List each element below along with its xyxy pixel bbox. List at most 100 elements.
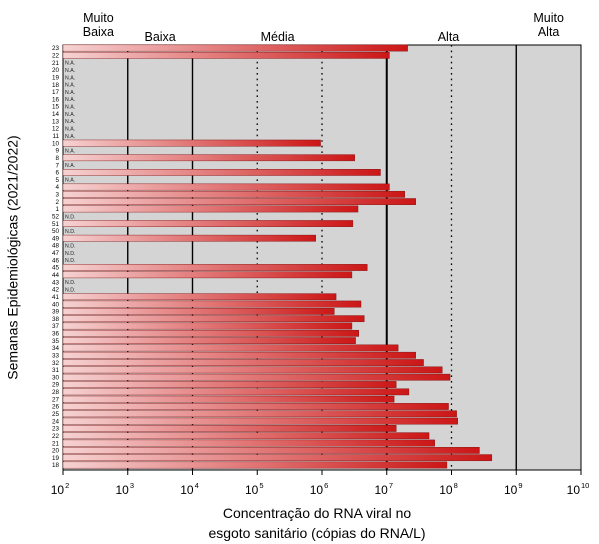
week-label-3: 20 [52,67,60,74]
x-axis-ticks: 102 103 104 105 106 107 108 109 1010 [51,470,589,497]
week-label-44: 31 [52,367,60,374]
bar-week-1-22 [62,205,359,213]
risk-level-label-3-line-0: Alta [438,30,460,44]
missing-marker-6: N.A. [65,90,75,96]
missing-marker-11: N.A. [65,126,75,132]
week-label-29: 46 [52,257,60,264]
week-label-1: 22 [52,53,60,60]
week-label-56: 19 [52,455,60,462]
week-label-52: 23 [52,426,60,433]
x-axis-label-line-1: Concentração do RNA viral no [223,505,412,521]
week-label-13: 10 [52,140,60,147]
week-label-17: 6 [55,170,59,177]
week-label-20: 3 [55,192,59,199]
week-label-25: 50 [52,228,60,235]
week-label-16: 7 [55,162,59,169]
missing-marker-18: N.A. [65,178,75,184]
x-tick-exponent-0: 2 [65,481,69,490]
week-label-47: 28 [52,389,60,396]
bars-group: N.A.N.A.N.A.N.A.N.A.N.A.N.A.N.A.N.A.N.A.… [62,44,493,469]
week-label-12: 11 [52,133,59,140]
week-label-49: 26 [52,404,60,411]
x-axis-label-line-2: esgoto sanitário (cópias do RNA/L) [208,525,425,541]
bar-week-8-15 [62,154,355,162]
week-label-38: 37 [52,323,60,330]
bar-week-51-24 [62,220,354,227]
week-label-53: 22 [52,433,60,440]
bar-week-22-1 [62,51,390,59]
week-label-15: 8 [55,155,59,162]
missing-marker-14: N.A. [65,148,75,154]
bar-week-18-57 [62,461,448,469]
week-label-30: 45 [52,265,60,272]
bar-week-41-34 [62,293,337,301]
risk-level-label-0-line-1: Baixa [83,25,114,39]
week-label-36: 39 [52,309,60,316]
bar-week-2-21 [62,198,416,205]
bar-week-30-45 [62,373,451,381]
risk-level-label-1-line-0: Baixa [144,30,175,44]
week-label-6: 17 [52,89,60,96]
week-label-24: 51 [52,221,60,228]
week-label-54: 21 [52,440,60,447]
bar-week-28-47 [62,388,410,396]
week-labels: 2322212019181716151413121110987654321525… [52,45,60,469]
x-tick-label-0: 102 [51,481,70,497]
x-tick-exponent-8: 10 [581,481,589,490]
week-label-28: 47 [52,250,60,257]
bar-week-21-54 [62,439,435,447]
bar-week-23-0 [62,44,408,52]
week-label-27: 48 [52,243,60,250]
bar-week-38-37 [62,315,365,323]
week-label-37: 38 [52,316,60,323]
bar-week-33-42 [62,351,416,359]
week-label-33: 42 [52,287,60,294]
week-label-31: 44 [52,272,60,279]
bar-week-37-38 [62,322,353,330]
risk-level-label-4-line-0: Muito [533,11,564,25]
week-label-39: 36 [52,331,60,338]
bar-week-29-46 [62,381,397,388]
missing-marker-33: N.D. [65,287,75,293]
missing-marker-5: N.A. [65,83,75,89]
week-label-51: 24 [52,418,60,425]
x-tick-label-3: 105 [245,481,264,497]
x-tick-label-5: 107 [374,481,393,497]
missing-marker-27: N.D. [65,244,75,250]
missing-marker-9: N.A. [65,112,75,118]
bar-week-36-39 [62,329,359,337]
week-label-5: 18 [52,82,60,89]
missing-marker-25: N.D. [65,229,75,235]
bar-week-49-26 [62,234,316,242]
missing-marker-29: N.D. [65,258,75,264]
week-label-26: 49 [52,235,60,242]
week-label-9: 14 [52,111,60,118]
week-label-4: 19 [52,74,60,81]
bar-week-19-56 [62,454,493,462]
bar-week-10-13 [62,139,321,147]
bar-week-23-52 [62,425,397,432]
missing-marker-12: N.A. [65,134,75,140]
bar-week-25-50 [62,410,457,418]
week-label-22: 1 [55,206,59,213]
bar-week-32-43 [62,359,424,366]
week-label-7: 16 [52,96,60,103]
week-label-41: 34 [52,345,60,352]
bar-week-20-55 [62,447,480,454]
bar-week-3-20 [62,190,405,198]
week-label-18: 5 [55,177,59,184]
x-tick-exponent-2: 4 [195,481,199,490]
x-tick-exponent-4: 6 [324,481,328,490]
x-tick-label-7: 109 [504,481,523,497]
week-label-0: 23 [52,45,60,52]
missing-marker-10: N.A. [65,119,75,125]
week-label-35: 40 [52,301,60,308]
missing-marker-3: N.A. [65,68,75,74]
missing-marker-28: N.D. [65,251,75,257]
bar-week-40-35 [62,300,362,308]
bar-week-35-40 [62,337,356,344]
week-label-23: 52 [52,213,60,220]
bar-week-31-44 [62,366,443,374]
week-label-48: 27 [52,396,60,403]
